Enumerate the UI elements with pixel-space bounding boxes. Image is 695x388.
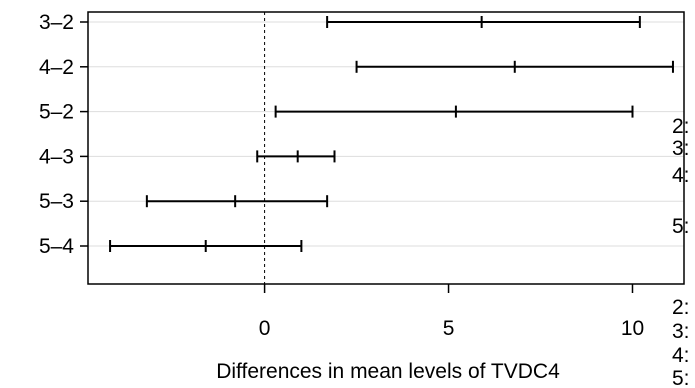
side-label: 3: [672,320,690,343]
y-tick-label: 5–2 [39,101,74,124]
x-tick-label: 0 [259,317,271,340]
y-tick-label: 4–3 [39,145,74,168]
side-label: 4: [672,344,690,367]
side-label: 2: [672,115,690,138]
error-bars [109,16,674,252]
side-label: 4: [672,164,690,187]
side-label: 3: [672,137,690,160]
y-tick-labels: 3–2 4–2 5–2 4–3 5–3 5–4 [39,11,88,258]
plot-area [87,11,685,285]
error-bar [274,105,634,118]
x-tick-label: 5 [443,317,455,340]
x-tick-label: 10 [621,317,644,340]
side-label: 5: [672,215,690,238]
error-bar [109,240,303,252]
error-bar [256,150,336,163]
y-tick-label: 3–2 [39,11,74,34]
y-tick-label: 5–4 [39,235,74,258]
side-label: 5: [672,367,690,388]
clipped-side-labels: 2:3:4:5:2:3:4:5: [672,115,690,388]
error-bar [355,60,674,73]
x-axis-title: Differences in mean levels of TVDC4 [216,360,560,383]
error-bar [145,195,329,208]
grid-lines [88,21,684,247]
y-tick-label: 4–2 [39,56,74,79]
side-label: 2: [672,296,690,319]
y-tick-label: 5–3 [39,190,74,213]
x-axis-ticks: 0 5 10 [259,284,644,340]
error-bar [326,16,641,28]
